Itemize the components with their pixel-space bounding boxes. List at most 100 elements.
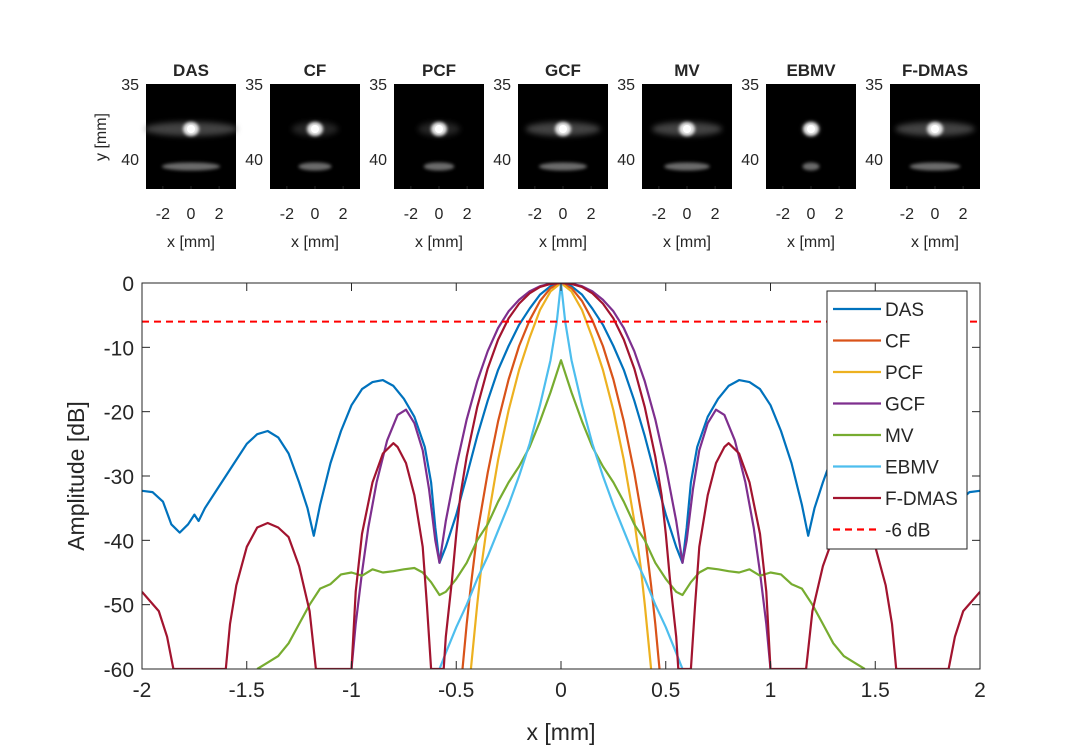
x-tick-label: -2: [528, 206, 542, 223]
main-lobe-core: [559, 125, 567, 133]
y-tick-label: 40: [245, 152, 263, 169]
image-background: [270, 84, 360, 189]
panel-x-label: x [mm]: [167, 234, 215, 251]
x-tick-label: -0.5: [438, 679, 474, 702]
panel-x-label: x [mm]: [539, 234, 587, 251]
x-tick-label: 1: [765, 679, 777, 702]
x-tick-label: 2: [587, 206, 596, 223]
legend-entry: PCF: [885, 363, 923, 384]
legend: DAS CF PCF GCF MV EBMV F-DMAS -6 dB: [826, 290, 968, 550]
legend-entry: CF: [885, 332, 910, 353]
y-tick-label: 40: [121, 152, 139, 169]
y-tick-label: 40: [493, 152, 511, 169]
x-tick-label: 0: [559, 206, 568, 223]
panel-title: F-DMAS: [902, 61, 968, 80]
image-background: [766, 84, 856, 189]
x-tick-label: 2: [463, 206, 472, 223]
secondary-spot: [802, 162, 820, 171]
x-tick-label: -1.5: [229, 679, 265, 702]
x-tick-label: 2: [339, 206, 348, 223]
panel-x-label: x [mm]: [911, 234, 959, 251]
x-tick-label: 0: [683, 206, 692, 223]
x-tick-label: 0.5: [651, 679, 680, 702]
image-panel: F-DMAS -2 0 2 35 40 x [mm]: [865, 61, 980, 251]
image-panel: MV -2 0 2 35 40 x [mm]: [617, 61, 732, 251]
panel-title: GCF: [545, 61, 581, 80]
main-lobe-core: [683, 125, 691, 133]
y-tick-label: 35: [369, 77, 387, 94]
y-tick-label: -30: [104, 466, 134, 489]
legend-entry: GCF: [885, 395, 925, 416]
secondary-spot: [538, 162, 588, 171]
panel-title: PCF: [422, 61, 456, 80]
image-panel: GCF -2 0 2 35 40 x [mm]: [493, 61, 608, 251]
x-tick-label: 2: [959, 206, 968, 223]
series-line-ebmv: [438, 283, 684, 669]
image-panel: PCF -2 0 2 35 40 x [mm]: [369, 61, 484, 251]
image-panel: CF -2 0 2 35 40 x [mm]: [245, 61, 360, 251]
y-tick-label: 35: [121, 77, 139, 94]
x-tick-label: 2: [974, 679, 986, 702]
series-line-pcf: [469, 283, 653, 669]
y-tick-label: -10: [104, 337, 134, 360]
main-lobe-core: [187, 125, 195, 133]
y-tick-label: 35: [245, 77, 263, 94]
series-line-gcf: [350, 283, 772, 669]
panel-title: MV: [674, 61, 700, 80]
panel-title: CF: [304, 61, 327, 80]
y-tick-label: 40: [741, 152, 759, 169]
x-tick-label: 1.5: [861, 679, 890, 702]
image-background: [642, 84, 732, 189]
panel-x-label: x [mm]: [663, 234, 711, 251]
panel-y-label: y [mm]: [93, 113, 110, 161]
panel-x-label: x [mm]: [787, 234, 835, 251]
main-lobe-core: [931, 125, 939, 133]
x-tick-label: -2: [652, 206, 666, 223]
y-tick-label: -20: [104, 402, 134, 425]
image-panel: EBMV -2 0 2 35 40 x [mm]: [741, 61, 856, 251]
y-tick-label: -50: [104, 595, 134, 618]
secondary-spot: [664, 162, 710, 171]
x-tick-label: 0: [435, 206, 444, 223]
series-line-f-dmas: [142, 283, 980, 669]
y-tick-label: 0: [122, 273, 134, 296]
legend-entry: EBMV: [885, 458, 939, 479]
y-tick-label: 40: [617, 152, 635, 169]
x-tick-label: -2: [776, 206, 790, 223]
x-tick-label: 0: [555, 679, 567, 702]
panel-title: EBMV: [786, 61, 836, 80]
x-tick-label: -2: [404, 206, 418, 223]
x-tick-label: -2: [280, 206, 294, 223]
x-tick-label: 0: [187, 206, 196, 223]
y-tick-label: -60: [104, 659, 134, 682]
panel-x-label: x [mm]: [291, 234, 339, 251]
legend-entry: -6 dB: [885, 521, 930, 542]
y-tick-label: 35: [865, 77, 883, 94]
panel-x-label: x [mm]: [415, 234, 463, 251]
y-tick-label: 35: [741, 77, 759, 94]
main-lobe-core: [311, 125, 319, 133]
y-tick-label: 40: [865, 152, 883, 169]
y-tick-label: 40: [369, 152, 387, 169]
x-tick-label: -2: [156, 206, 170, 223]
legend-box: [826, 290, 968, 550]
image-background: [890, 84, 980, 189]
x-tick-label: -2: [900, 206, 914, 223]
x-tick-label: 0: [807, 206, 816, 223]
y-axis-label: Amplitude [dB]: [63, 401, 89, 551]
secondary-spot: [909, 162, 961, 171]
line-chart: -2 -1.5 -1 -0.5 0 0.5 1 1.5 2 0 -10 -20 -30 -40 -50 -60…: [63, 273, 986, 745]
image-background: [518, 84, 608, 189]
panel-title: DAS: [173, 61, 209, 80]
series-line-cf: [461, 283, 661, 669]
legend-entry: DAS: [885, 300, 924, 321]
legend-entry: MV: [885, 426, 914, 447]
main-lobe-core: [435, 125, 443, 133]
axes: -2 -1.5 -1 -0.5 0 0.5 1 1.5 2 0 -10 -20 -30 -40 -50 -60: [104, 273, 986, 702]
x-tick-label: -1: [342, 679, 361, 702]
secondary-spot: [298, 162, 332, 171]
x-axis-label: x [mm]: [527, 719, 596, 745]
x-tick-label: 2: [835, 206, 844, 223]
